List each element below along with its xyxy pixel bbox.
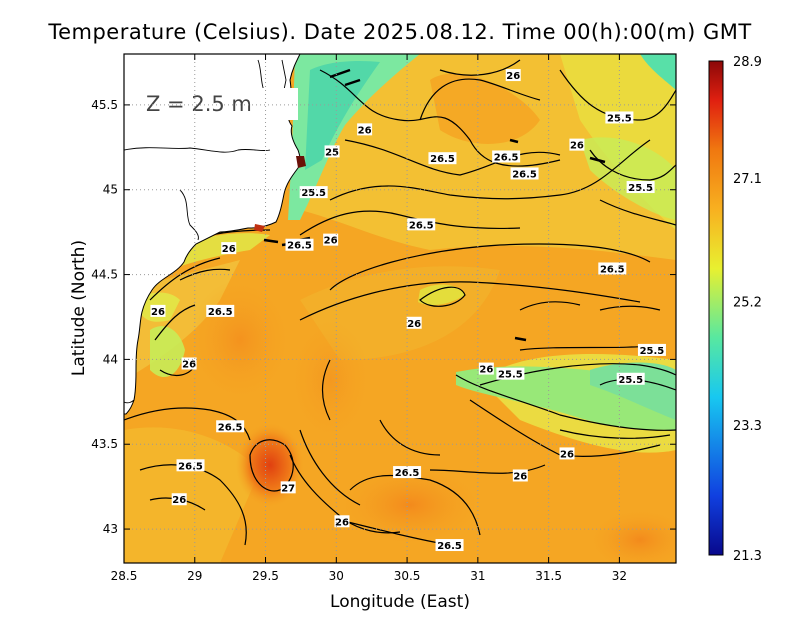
contour-label: 26.5 bbox=[208, 307, 233, 318]
contour-label: 26 bbox=[182, 359, 196, 370]
x-tick-label: 31 bbox=[470, 569, 485, 583]
x-axis: 28.5 29 29.5 30 30.5 31 31.5 32 bbox=[111, 54, 627, 583]
contour-label-bg bbox=[176, 459, 205, 472]
colorbar-gradient bbox=[708, 60, 724, 556]
contour-label-bg bbox=[407, 218, 436, 231]
contour-label-bg bbox=[605, 111, 634, 124]
contour-label: 26.5 bbox=[600, 264, 625, 275]
x-tick-label: 30 bbox=[329, 569, 344, 583]
colorbar-tick-label: 21.3 bbox=[733, 549, 762, 564]
contour-label-bg bbox=[478, 362, 494, 375]
y-tick-label: 45.5 bbox=[91, 98, 118, 112]
contour-label-bg bbox=[216, 420, 245, 433]
y-tick-label: 44.5 bbox=[91, 268, 118, 282]
contour-label-bg bbox=[323, 233, 339, 246]
contour-label-bg bbox=[435, 539, 464, 552]
y-tick-label: 43 bbox=[103, 522, 118, 536]
x-axis-label: Longitude (East) bbox=[330, 592, 470, 612]
contour-label: 26 bbox=[560, 449, 574, 460]
contour-label: 26.5 bbox=[437, 541, 462, 552]
contour-label-bg bbox=[626, 181, 655, 194]
y-tick-label: 44 bbox=[103, 352, 118, 366]
y-axis-label: Latitude (North) bbox=[69, 240, 89, 376]
contour-label-bg bbox=[221, 242, 237, 255]
x-tick-label: 32 bbox=[612, 569, 627, 583]
contour-label: 26.5 bbox=[512, 169, 537, 180]
contour-label: 26 bbox=[513, 471, 527, 482]
x-tick-label: 28.5 bbox=[111, 569, 138, 583]
contour-label: 25.5 bbox=[628, 183, 653, 194]
contour-label-bg bbox=[181, 357, 197, 370]
contour-label: 25.5 bbox=[640, 346, 665, 357]
contour-label: 26.5 bbox=[218, 422, 243, 433]
colorbar-tick-label: 27.1 bbox=[733, 172, 762, 187]
contour-label-bg bbox=[334, 515, 350, 528]
contour-label: 26.5 bbox=[395, 468, 420, 479]
contour-label-bg bbox=[569, 138, 585, 151]
contour-label: 26 bbox=[506, 71, 520, 82]
contour-label-bg bbox=[496, 367, 525, 380]
contour-label: 26 bbox=[479, 365, 493, 376]
x-tick-label: 29.5 bbox=[252, 569, 279, 583]
plot-frame bbox=[123, 53, 677, 564]
y-axis: 43 43.5 44 44.5 45 45.5 bbox=[91, 98, 676, 536]
contour-label: 25.5 bbox=[498, 370, 523, 381]
contour-label: 26.5 bbox=[494, 152, 519, 163]
contour-label: 26 bbox=[407, 319, 421, 330]
colorbar-tick-label: 28.9 bbox=[733, 55, 762, 70]
contour-label: 27 bbox=[281, 483, 295, 494]
x-tick-label: 30.5 bbox=[394, 569, 421, 583]
x-tick-label: 29 bbox=[187, 569, 202, 583]
contour-label: 26 bbox=[151, 307, 165, 318]
contour-label: 26.5 bbox=[430, 154, 455, 165]
contour-label: 26 bbox=[335, 517, 349, 528]
contour-label-bg bbox=[206, 304, 235, 317]
contour-label-bg bbox=[299, 186, 328, 199]
contour-label: 26.5 bbox=[287, 241, 312, 252]
contour-label: 25.5 bbox=[618, 375, 643, 386]
temperature-field: 26 26 25 26.5 26.5 26.5 25.5 26 25.5 25.5 26.5 26 26… bbox=[124, 54, 676, 563]
contour-label-bg bbox=[598, 262, 627, 275]
contour-label-bg bbox=[393, 466, 422, 479]
contour-label-bg bbox=[406, 316, 422, 329]
contour-label-bg bbox=[559, 447, 575, 460]
depth-label: Z = 2.5 m bbox=[146, 92, 252, 116]
chart-title: Temperature (Celsius). Date 2025.08.12. … bbox=[48, 20, 752, 44]
contour-label: 26 bbox=[324, 236, 338, 247]
contour-label: 25.5 bbox=[301, 188, 326, 199]
contour-label: 26.5 bbox=[409, 220, 434, 231]
contour-label-bg bbox=[150, 304, 166, 317]
contour-label-bg bbox=[505, 69, 521, 82]
colorbar: 28.9 27.1 25.2 23.3 21.3 bbox=[708, 55, 762, 564]
x-tick-label: 31.5 bbox=[535, 569, 562, 583]
contour-label: 26 bbox=[172, 495, 186, 506]
contour-label-bg bbox=[510, 167, 539, 180]
contour-label: 26 bbox=[570, 141, 584, 152]
contour-label-bg bbox=[616, 372, 645, 385]
colorbar-tick-label: 25.2 bbox=[733, 296, 762, 311]
contour-label-bg bbox=[637, 343, 666, 356]
contour-label: 25 bbox=[325, 147, 339, 158]
contour-label-bg bbox=[428, 152, 457, 165]
grid-lines bbox=[124, 54, 676, 563]
contour-label-bg bbox=[171, 493, 187, 506]
contour-label-bg bbox=[492, 150, 521, 163]
contour-label-bg bbox=[285, 238, 314, 251]
y-tick-label: 43.5 bbox=[91, 437, 118, 451]
contour-label-bg bbox=[357, 123, 373, 136]
contour-label: 26.5 bbox=[178, 461, 203, 472]
colorbar-tick-label: 23.3 bbox=[733, 419, 762, 434]
contour-label-bg bbox=[280, 481, 296, 494]
contour-label-bg bbox=[512, 469, 528, 482]
y-tick-label: 45 bbox=[103, 183, 118, 197]
contour-label: 26 bbox=[358, 125, 372, 136]
contour-label: 26 bbox=[222, 244, 236, 255]
